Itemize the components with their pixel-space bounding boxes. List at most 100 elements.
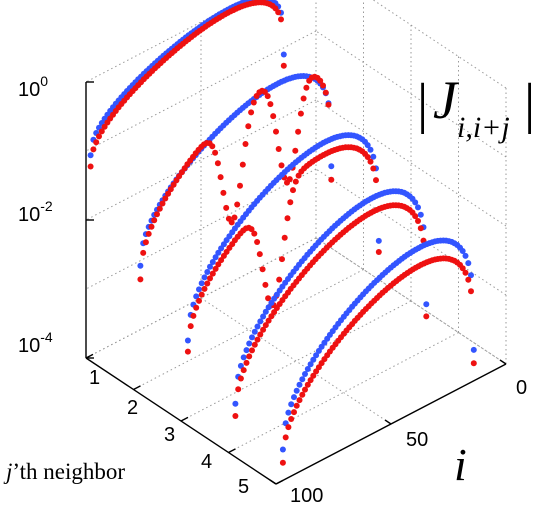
data-point-s8-69	[279, 446, 286, 453]
data-point-s3-29	[248, 109, 255, 116]
grid-floor-i-50	[200, 297, 392, 425]
data-point-s4-60	[209, 259, 216, 265]
data-point-s8-59	[307, 361, 314, 368]
data-point-s3-11	[297, 110, 304, 117]
data-point-s1-64	[101, 123, 108, 130]
grid-back-z-2	[315, 99, 507, 227]
data-point-s0-69	[87, 152, 94, 159]
data-point-s3-28	[250, 99, 257, 106]
grid-floor-j-2	[133, 269, 364, 390]
data-point-s3-56	[173, 177, 180, 184]
data-point-s3-13	[292, 147, 299, 154]
data-point-s8-60	[304, 366, 311, 372]
data-point-s3-66	[145, 230, 152, 237]
data-point-s4-64	[198, 280, 205, 287]
data-point-s5-34	[281, 234, 288, 241]
data-point-s4-63	[201, 274, 208, 281]
data-point-s7-56	[268, 313, 275, 320]
data-point-s3-31	[242, 141, 249, 147]
data-point-s3-37	[225, 215, 232, 222]
z-tick-0: 100	[18, 73, 48, 101]
data-point-s3-58	[167, 186, 174, 193]
data-point-s3-42	[212, 149, 219, 156]
y-tick-0: 0	[516, 377, 527, 399]
data-point-s8-1	[468, 272, 474, 279]
data-point-s3-2	[322, 89, 329, 96]
data-point-s3-69	[137, 276, 144, 283]
data-point-s8-56	[315, 347, 322, 354]
data-point-s7-0	[423, 313, 430, 320]
data-point-s3-8	[306, 77, 313, 84]
j-tick-3	[180, 416, 189, 422]
data-point-s3-57	[170, 181, 177, 188]
data-point-s7-57	[265, 317, 272, 324]
data-point-s5-41	[262, 281, 269, 288]
data-point-s6-61	[254, 323, 261, 330]
data-point-s5-66	[193, 304, 200, 311]
data-point-s7-62	[251, 341, 258, 348]
data-point-s6-64	[246, 340, 253, 347]
data-point-s3-20	[273, 128, 279, 135]
data-point-s1-1	[278, 16, 284, 23]
x-tick-3: 3	[164, 424, 175, 446]
y-axis-label: i	[454, 439, 467, 490]
z-tick-1: 10-2	[18, 198, 53, 226]
data-point-s5-58	[215, 261, 222, 268]
data-point-s3-63	[154, 211, 160, 218]
data-point-s1-65	[98, 128, 105, 135]
data-point-s5-42	[259, 266, 266, 273]
data-point-s1-67	[93, 139, 100, 146]
data-point-s6-3	[415, 204, 421, 211]
data-point-s8-61	[302, 371, 308, 377]
data-point-s9-1	[468, 288, 474, 295]
data-point-s6-57	[265, 304, 272, 311]
data-point-s0-0	[280, 51, 287, 58]
data-point-s5-68	[187, 323, 194, 330]
data-point-s5-63	[201, 285, 208, 292]
data-point-s6-63	[249, 334, 255, 341]
grid-side-z-4	[85, 0, 245, 83]
data-point-s8-2	[465, 260, 472, 267]
data-point-s1-0	[280, 62, 287, 69]
data-point-s5-43	[256, 251, 263, 258]
data-point-s3-62	[156, 205, 163, 212]
data-point-s8-57	[313, 352, 320, 359]
data-point-s3-21	[270, 113, 277, 120]
data-point-s3-33	[237, 182, 243, 189]
data-point-s3-65	[148, 223, 155, 230]
data-point-s5-67	[190, 312, 197, 319]
data-point-s3-68	[140, 249, 147, 256]
data-point-s1-68	[90, 146, 97, 153]
data-point-s9-62	[299, 391, 306, 398]
data-point-s6-58	[262, 308, 269, 315]
data-point-s7-65	[243, 359, 250, 366]
data-point-s8-0	[470, 346, 477, 353]
data-point-s5-45	[251, 230, 258, 237]
data-point-s8-58	[310, 356, 317, 363]
grid-floor-i-0	[315, 237, 507, 365]
data-points	[87, 0, 477, 466]
data-point-s2-69	[137, 262, 144, 269]
data-point-s3-0	[328, 176, 335, 183]
data-point-s7-68	[235, 386, 242, 393]
data-point-s3-32	[239, 161, 246, 168]
data-point-s9-65	[291, 409, 297, 416]
y-tick-labels: 0 50 100	[290, 377, 527, 507]
x-tick-5: 5	[238, 476, 249, 498]
data-point-s5-60	[209, 270, 216, 277]
data-point-s9-2	[465, 276, 472, 283]
data-point-s3-67	[142, 239, 149, 246]
data-point-s3-16	[284, 179, 290, 186]
data-point-s5-44	[254, 239, 261, 245]
data-point-s4-66	[193, 293, 200, 300]
z-title-bar-right: |	[524, 73, 535, 135]
grid-side-z-1	[85, 168, 317, 290]
data-point-s5-31	[290, 187, 296, 194]
data-point-s7-2	[417, 225, 424, 232]
data-point-s5-62	[204, 280, 211, 287]
data-point-s9-59	[307, 377, 314, 384]
data-point-s4-59	[212, 254, 219, 261]
i-tick-50	[384, 419, 392, 425]
